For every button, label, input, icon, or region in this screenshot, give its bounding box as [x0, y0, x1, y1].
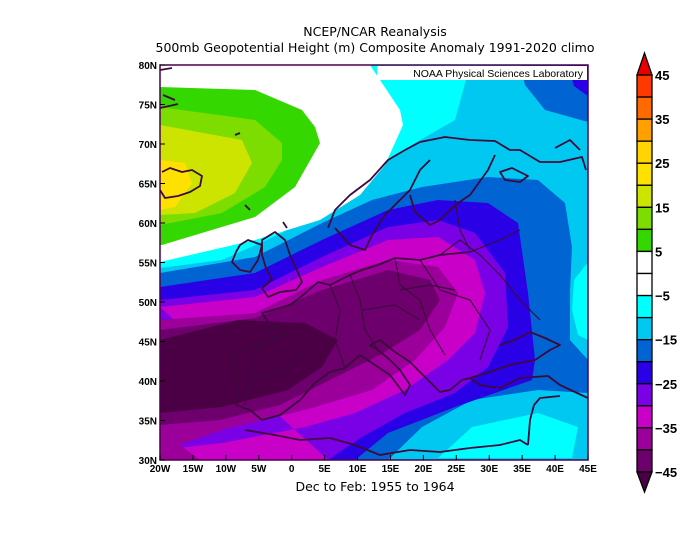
x-tick-label: 5E [318, 464, 331, 475]
y-tick-label: 60N [139, 219, 157, 230]
colorbar-swatch [636, 228, 653, 253]
x-tick-label: 15W [183, 464, 204, 475]
colorbar-label: 25 [655, 156, 669, 171]
y-tick-label: 55N [139, 259, 157, 270]
contour-minus5-minus10-east [572, 262, 588, 340]
x-tick-label: 35E [513, 464, 531, 475]
x-tick-label: 20W [150, 464, 171, 475]
colorbar-label: −45 [655, 465, 677, 480]
x-tick-label: 15E [382, 464, 400, 475]
y-tick-label: 30N [139, 456, 157, 467]
y-tick-label: 65N [139, 180, 157, 191]
colorbar-swatch [636, 162, 653, 186]
colorbar-swatch [636, 405, 653, 429]
x-tick-label: 45E [579, 464, 597, 475]
colorbar-swatch [636, 316, 653, 341]
figure-title: NCEP/NCAR Reanalysis [303, 24, 447, 39]
colorbar-swatch [636, 184, 653, 208]
colorbar-swatch [636, 361, 653, 385]
x-tick-label: 20E [414, 464, 432, 475]
y-tick-label: 75N [139, 101, 157, 112]
watermark-box [377, 66, 587, 80]
x-tick-label: 10E [349, 464, 367, 475]
y-tick-label: 40N [139, 377, 157, 388]
y-tick-label: 35N [139, 417, 157, 428]
colorbar-swatch [636, 140, 653, 164]
x-tick-label: 0 [289, 464, 295, 475]
colorbar-swatch [636, 118, 653, 142]
figure-subtitle: 500mb Geopotential Height (m) Composite … [155, 40, 595, 55]
colorbar: 45 35 25 15 5 −5 −15 −25 −35 −45 [636, 50, 677, 494]
colorbar-swatch [636, 96, 653, 120]
y-tick-label: 50N [139, 298, 157, 309]
x-tick-label: 30E [480, 464, 498, 475]
country-borders [244, 199, 541, 406]
colorbar-min-triangle [636, 471, 653, 494]
y-tick-label: 70N [139, 140, 157, 151]
colorbar-label: −5 [655, 289, 670, 304]
colorbar-label: 15 [655, 200, 669, 215]
x-tick-label: 10W [216, 464, 237, 475]
contour-minus10-minus5-se [438, 413, 578, 458]
x-tick-label: 40E [546, 464, 564, 475]
colorbar-swatch [636, 383, 653, 407]
colorbar-swatch [636, 74, 653, 98]
colorbar-swatch [636, 294, 653, 319]
colorbar-swatch [636, 272, 653, 297]
axis-ticks: 20W 15W 10W 5W 0 5E 10E 15E 20E 25E 30E 35E 40E 45E 30… [139, 61, 598, 475]
colorbar-label: −35 [655, 421, 677, 436]
watermark-text: NOAA Physical Sciences Laboratory [413, 68, 584, 80]
colorbar-label: −15 [655, 333, 677, 348]
colorbar-label: 35 [655, 112, 669, 127]
colorbar-swatch [636, 250, 653, 275]
contour-below-minus45 [160, 320, 338, 413]
colorbar-max-triangle [636, 50, 653, 76]
colorbar-swatch [636, 206, 653, 231]
y-tick-label: 45N [139, 338, 157, 349]
colorbar-swatch [636, 449, 653, 473]
anomaly-contours [160, 65, 588, 460]
colorbar-label: 45 [655, 68, 669, 83]
coastlines [160, 67, 588, 456]
colorbar-swatch [636, 339, 653, 363]
y-tick-label: 80N [139, 61, 157, 72]
colorbar-swatch [636, 427, 653, 451]
x-tick-label: 5W [251, 464, 267, 475]
x-tick-label: 25E [447, 464, 465, 475]
colorbar-label: −25 [655, 377, 677, 392]
colorbar-label: 5 [655, 244, 662, 259]
period-label: Dec to Feb: 1955 to 1964 [295, 479, 455, 494]
